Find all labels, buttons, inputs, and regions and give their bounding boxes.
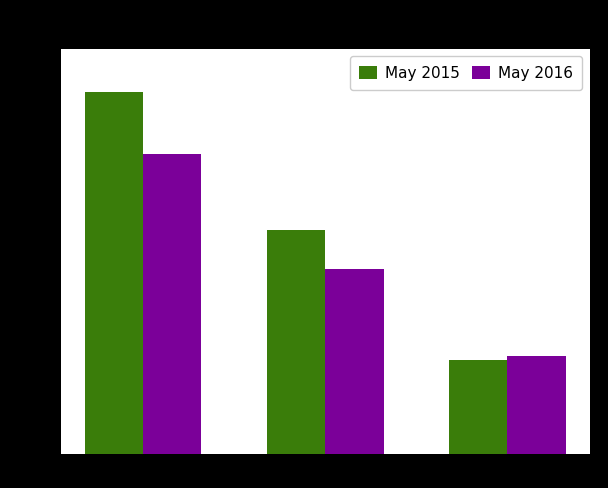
Bar <box>143 154 201 454</box>
Bar <box>325 269 384 454</box>
Bar <box>267 230 325 454</box>
Bar <box>508 356 565 454</box>
Bar <box>449 360 508 454</box>
Bar <box>85 92 143 454</box>
Legend: May 2015, May 2016: May 2015, May 2016 <box>350 57 582 90</box>
